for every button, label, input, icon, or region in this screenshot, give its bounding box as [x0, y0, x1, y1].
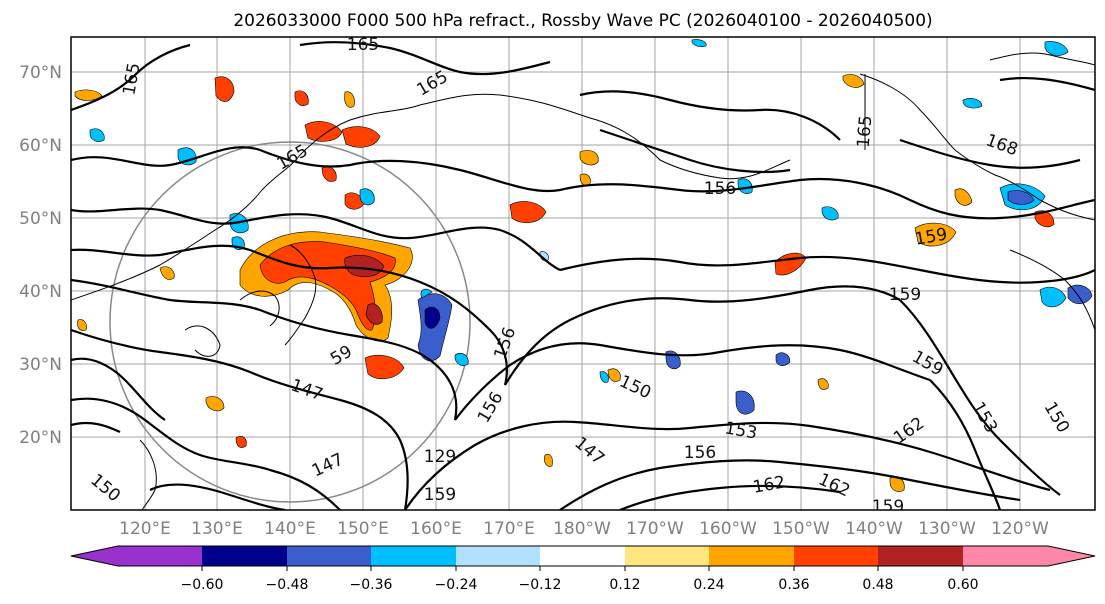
lat-label: 50°N — [19, 209, 62, 229]
map-title: 2026033000 F000 500 hPa refract., Rossby… — [233, 11, 932, 31]
colorbar-tick: −0.60 — [181, 577, 224, 593]
lon-label: 170°W — [626, 519, 684, 539]
contour-label: 156 — [684, 443, 716, 463]
colorbar-segment — [287, 546, 371, 566]
lon-label: 130°E — [191, 519, 243, 539]
colorbar-segment — [540, 546, 625, 566]
colorbar-tick: 0.36 — [778, 577, 809, 593]
colorbar-segment — [118, 546, 202, 566]
colorbar-tick: −0.48 — [266, 577, 309, 593]
colorbar-segment — [371, 546, 456, 566]
map-content: 165 165 165 165 168 165 156 159 159 159 … — [71, 35, 1095, 517]
lon-label: 120°E — [119, 519, 171, 539]
colorbar-tick: −0.12 — [519, 577, 562, 593]
contour-label: 129 — [424, 447, 456, 467]
colorbar: −0.60 −0.48 −0.36 −0.24 −0.12 0.12 0.24 … — [70, 545, 1096, 593]
colorbar-segment — [878, 546, 963, 566]
colorbar-tick: 0.48 — [862, 577, 893, 593]
highlight-circle — [109, 141, 471, 503]
lon-label: 150°E — [337, 519, 389, 539]
colorbar-segment — [202, 546, 287, 566]
lon-label: 120°W — [991, 519, 1049, 539]
lon-label: 160°W — [699, 519, 757, 539]
lon-label: 150°W — [772, 519, 830, 539]
lon-label: 140°W — [845, 519, 903, 539]
colorbar-outline — [70, 545, 1096, 567]
colorbar-segment — [456, 546, 540, 566]
lat-label: 30°N — [19, 355, 62, 375]
lon-label: 130°W — [918, 519, 976, 539]
colorbar-segment — [709, 546, 794, 566]
contour-lines — [71, 41, 1095, 510]
colorbar-tick: −0.36 — [350, 577, 393, 593]
map-panel: 165 165 165 165 168 165 156 159 159 159 … — [70, 35, 1096, 517]
colorbar-segment — [794, 546, 878, 566]
lon-label: 170°E — [483, 519, 535, 539]
latitude-labels: 70°N 60°N 50°N 40°N 30°N 20°N — [19, 63, 62, 448]
lon-label: 140°E — [264, 519, 316, 539]
map-frame — [70, 36, 1096, 511]
colorbar-tick: 0.12 — [609, 577, 640, 593]
contour-label: 159 — [424, 485, 456, 505]
colorbar-extend-high — [1048, 546, 1095, 566]
contour-label: 159 — [872, 497, 904, 517]
lon-label: 180°W — [553, 519, 611, 539]
colorbar-tick: −0.24 — [435, 577, 478, 593]
contour-label: 156 — [704, 179, 736, 199]
lat-label: 20°N — [19, 428, 62, 448]
colorbar-segment — [963, 546, 1048, 566]
contour-label: 165 — [347, 35, 379, 55]
lon-label: 160°E — [410, 519, 462, 539]
lat-label: 40°N — [19, 282, 62, 302]
colorbar-tick: 0.60 — [947, 577, 978, 593]
longitude-labels: 120°E 130°E 140°E 150°E 160°E 170°E 180°… — [119, 519, 1049, 539]
colorbar-segment — [625, 546, 709, 566]
contour-label: 165 — [854, 115, 877, 149]
colorbar-extend-low — [71, 546, 118, 566]
anomaly-patches — [74, 39, 1093, 492]
colorbar-tick: 0.24 — [693, 577, 724, 593]
lat-label: 60°N — [19, 136, 62, 156]
lat-label: 70°N — [19, 63, 62, 83]
contour-label: 159 — [889, 285, 921, 305]
